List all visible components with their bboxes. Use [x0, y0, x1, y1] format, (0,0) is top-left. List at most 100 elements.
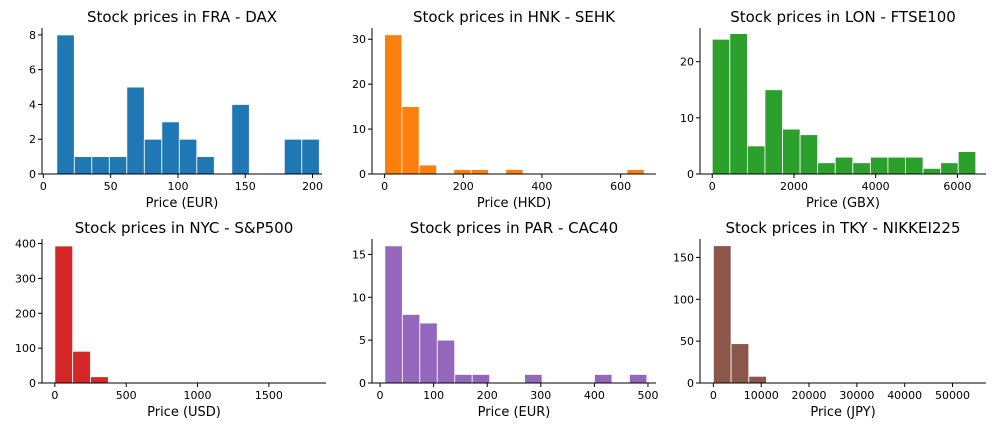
histogram-bar — [626, 169, 645, 175]
histogram-bar — [712, 245, 732, 384]
histogram-bar — [887, 156, 906, 175]
x-axis-label: Price (EUR) — [478, 405, 551, 420]
x-tick-label: 200 — [302, 180, 323, 193]
histogram-bar — [126, 86, 145, 175]
y-tick-label: 20 — [680, 56, 694, 69]
x-axis-label: Price (USD) — [147, 405, 221, 420]
chart-title: Stock prices in PAR - CAC40 — [410, 219, 618, 237]
y-tick-label: 20 — [352, 78, 366, 91]
y-tick-label: 300 — [15, 272, 36, 285]
x-tick-label: 0 — [710, 389, 717, 402]
y-tick-label: 2 — [29, 133, 36, 146]
x-tick-label: 2000 — [780, 180, 808, 193]
y-tick-label: 5 — [359, 334, 366, 347]
histogram-bar — [418, 164, 437, 175]
y-tick-label: 0 — [359, 377, 366, 390]
histogram-panel: 0 2000 4000 6000 0 10 20 Stock prices in LON - … — [680, 8, 986, 211]
histogram-bar — [72, 350, 91, 384]
histogram-bar — [90, 376, 109, 384]
x-tick-label: 20000 — [792, 389, 827, 402]
y-tick-label: 30 — [352, 33, 366, 46]
histogram-bar — [505, 169, 524, 175]
x-tick-label: 1000 — [184, 389, 212, 402]
histogram-bar — [231, 104, 250, 175]
y-tick-label: 8 — [29, 29, 36, 42]
x-tick-label: 0 — [40, 180, 47, 193]
x-tick-label: 50 — [104, 180, 118, 193]
histogram-bar — [922, 167, 942, 175]
x-tick-label: 300 — [530, 389, 551, 402]
histogram-bar — [711, 38, 731, 175]
x-tick-label: 0 — [709, 180, 716, 193]
histogram-bar — [470, 169, 489, 175]
histogram-bar — [782, 128, 801, 175]
chart-title: Stock prices in HNK - SEHK — [413, 8, 616, 26]
histogram-bar — [54, 245, 74, 384]
histogram-bar — [384, 34, 403, 175]
y-tick-label: 0 — [687, 168, 694, 181]
histogram-bar — [283, 138, 303, 175]
histogram-bar — [524, 374, 543, 384]
histogram-bar — [629, 374, 648, 384]
x-tick-label: 50000 — [935, 389, 970, 402]
histogram-bar — [869, 156, 889, 175]
chart-title: Stock prices in TKY - NIKKEI225 — [725, 219, 960, 237]
histogram-bar — [384, 245, 403, 384]
y-tick-label: 100 — [15, 342, 36, 355]
x-tick-label: 600 — [610, 180, 631, 193]
histogram-bar — [834, 156, 854, 175]
histogram-bar — [748, 375, 767, 384]
histogram-bar — [852, 162, 871, 175]
histogram-bar — [764, 89, 783, 175]
histogram-bar — [453, 169, 472, 175]
histogram-bar — [957, 151, 977, 175]
y-tick-label: 10 — [352, 291, 366, 304]
histogram-bar — [196, 156, 215, 175]
x-tick-label: 100 — [423, 389, 444, 402]
y-tick-label: 4 — [29, 98, 36, 111]
x-tick-label: 4000 — [862, 180, 890, 193]
y-tick-label: 0 — [29, 168, 36, 181]
x-tick-label: 0 — [51, 389, 58, 402]
histogram-bar — [301, 138, 320, 175]
x-tick-label: 400 — [531, 180, 552, 193]
x-axis-label: Price (EUR) — [146, 196, 219, 211]
x-tick-label: 6000 — [943, 180, 971, 193]
histogram-bar — [56, 34, 75, 175]
chart-title: Stock prices in LON - FTSE100 — [730, 8, 956, 26]
x-tick-label: 0 — [377, 389, 384, 402]
x-tick-label: 500 — [116, 389, 137, 402]
x-tick-label: 10000 — [744, 389, 779, 402]
x-tick-label: 200 — [477, 389, 498, 402]
histogram-panel: 0 100 200 300 400 500 0 5 10 15 Stock prices in PA… — [352, 219, 658, 420]
x-axis-label: Price (GBX) — [806, 196, 880, 211]
histogram-bar — [161, 121, 180, 175]
y-tick-label: 6 — [29, 64, 36, 77]
y-tick-label: 400 — [15, 238, 36, 251]
histogram-bar — [401, 314, 421, 384]
y-tick-label: 15 — [352, 248, 366, 261]
histogram-bar — [730, 343, 750, 384]
histogram-bar — [419, 322, 438, 384]
histogram-bar — [436, 339, 456, 384]
chart-title: Stock prices in FRA - DAX — [87, 8, 277, 26]
x-tick-label: 150 — [235, 180, 256, 193]
y-tick-label: 10 — [352, 123, 366, 136]
y-tick-label: 0 — [359, 168, 366, 181]
y-tick-label: 0 — [29, 377, 36, 390]
y-tick-label: 200 — [15, 307, 36, 320]
histogram-bar — [817, 162, 836, 175]
histogram-bar — [401, 106, 420, 175]
histogram-bar — [799, 134, 819, 175]
histogram-bar — [108, 156, 128, 175]
histogram-panel: 0 200 400 600 0 10 20 30 Stock prices in HNK - S… — [352, 8, 656, 211]
histogram-bar — [746, 145, 766, 175]
y-tick-label: 150 — [673, 251, 694, 264]
histogram-bar — [73, 156, 93, 175]
x-tick-label: 500 — [637, 389, 658, 402]
histogram-bar — [940, 162, 959, 175]
x-axis-label: Price (HKD) — [477, 196, 551, 211]
histogram-bar — [454, 374, 473, 384]
histogram-bar — [471, 374, 491, 384]
y-tick-label: 100 — [673, 293, 694, 306]
